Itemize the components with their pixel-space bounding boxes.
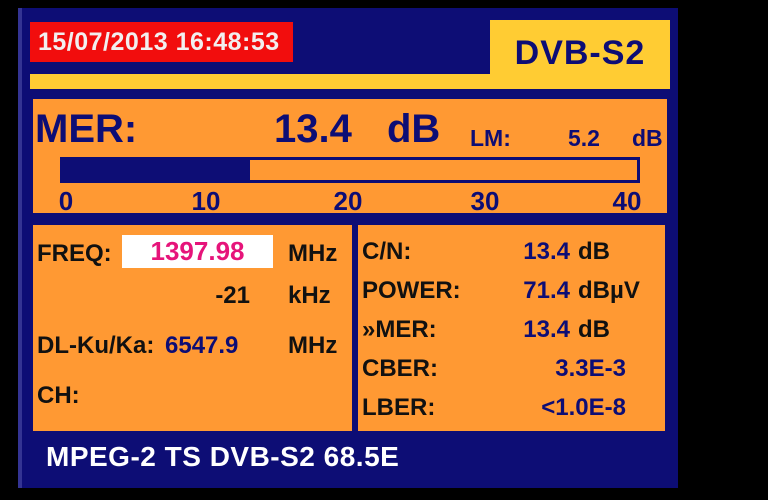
downlink-unit: MHz [288,332,338,359]
measurement-row-mer: »MER: 13.4 dB [358,310,665,349]
measurements-panel: C/N: 13.4 dB POWER: 71.4 dBµV »MER: 13.4… [355,222,668,434]
lber-label: LBER: [362,394,436,421]
link-margin-label: LM: [470,125,511,151]
cn-unit: dB [578,238,610,265]
standard-label: DVB-S2 [514,34,646,72]
datetime-text: 15/07/2013 16:48:53 [38,28,280,56]
header-divider-strip [30,74,670,89]
downlink-label: DL-Ku/Ka: [37,332,155,359]
signal-bar-fill [63,160,250,180]
mer-label: MER: [35,107,138,151]
mer2-value: 13.4 [523,316,570,343]
cber-value: 3.3E-3 [555,355,626,382]
lber-value: <1.0E-8 [541,394,626,421]
channel-label: CH: [37,382,80,409]
mer2-unit: dB [578,316,610,343]
freq-unit: MHz [288,240,338,267]
datetime-display: 15/07/2013 16:48:53 [30,22,293,62]
freq-value: 1397.98 [150,236,245,266]
freq-offset-unit: kHz [288,282,331,309]
link-margin-unit: dB [632,125,663,151]
mer-panel: MER: 13.4 dB LM: 5.2 dB 0 10 20 30 40 [30,96,670,216]
downlink-value: 6547.9 [165,332,239,359]
mer-gauge-bar [60,157,640,183]
stream-info: MPEG-2 TS DVB-S2 68.5E [46,441,400,472]
measurement-row-cn: C/N: 13.4 dB [358,232,665,271]
meter-screen: 15/07/2013 16:48:53 DVB-S2 MER: 13.4 dB … [18,8,678,488]
measurement-row-power: POWER: 71.4 dBµV [358,271,665,310]
mer-unit: dB [387,107,441,151]
power-value: 71.4 [523,277,570,304]
power-unit: dBµV [578,277,640,304]
cber-label: CBER: [362,355,438,382]
scale-tick-30: 30 [470,186,500,216]
mer-value: 13.4 [274,107,352,151]
freq-input-field[interactable]: 1397.98 [122,235,273,268]
cn-value: 13.4 [523,238,570,265]
cn-label: C/N: [362,238,412,265]
frequency-panel: FREQ: 1397.98 MHz -21 kHz DL-Ku/Ka: 6547… [30,222,355,434]
scale-tick-0: 0 [58,186,74,216]
measurement-row-lber: LBER: <1.0E-8 [358,388,665,427]
freq-label: FREQ: [37,240,112,267]
scale-tick-40: 40 [612,186,642,216]
scale-tick-20: 20 [333,186,363,216]
power-label: POWER: [362,277,461,304]
link-margin-value: 5.2 [568,125,600,151]
measurement-row-cber: CBER: 3.3E-3 [358,349,665,388]
mer2-label: »MER: [362,316,437,343]
freq-offset-value: -21 [215,282,250,309]
scale-tick-10: 10 [191,186,221,216]
